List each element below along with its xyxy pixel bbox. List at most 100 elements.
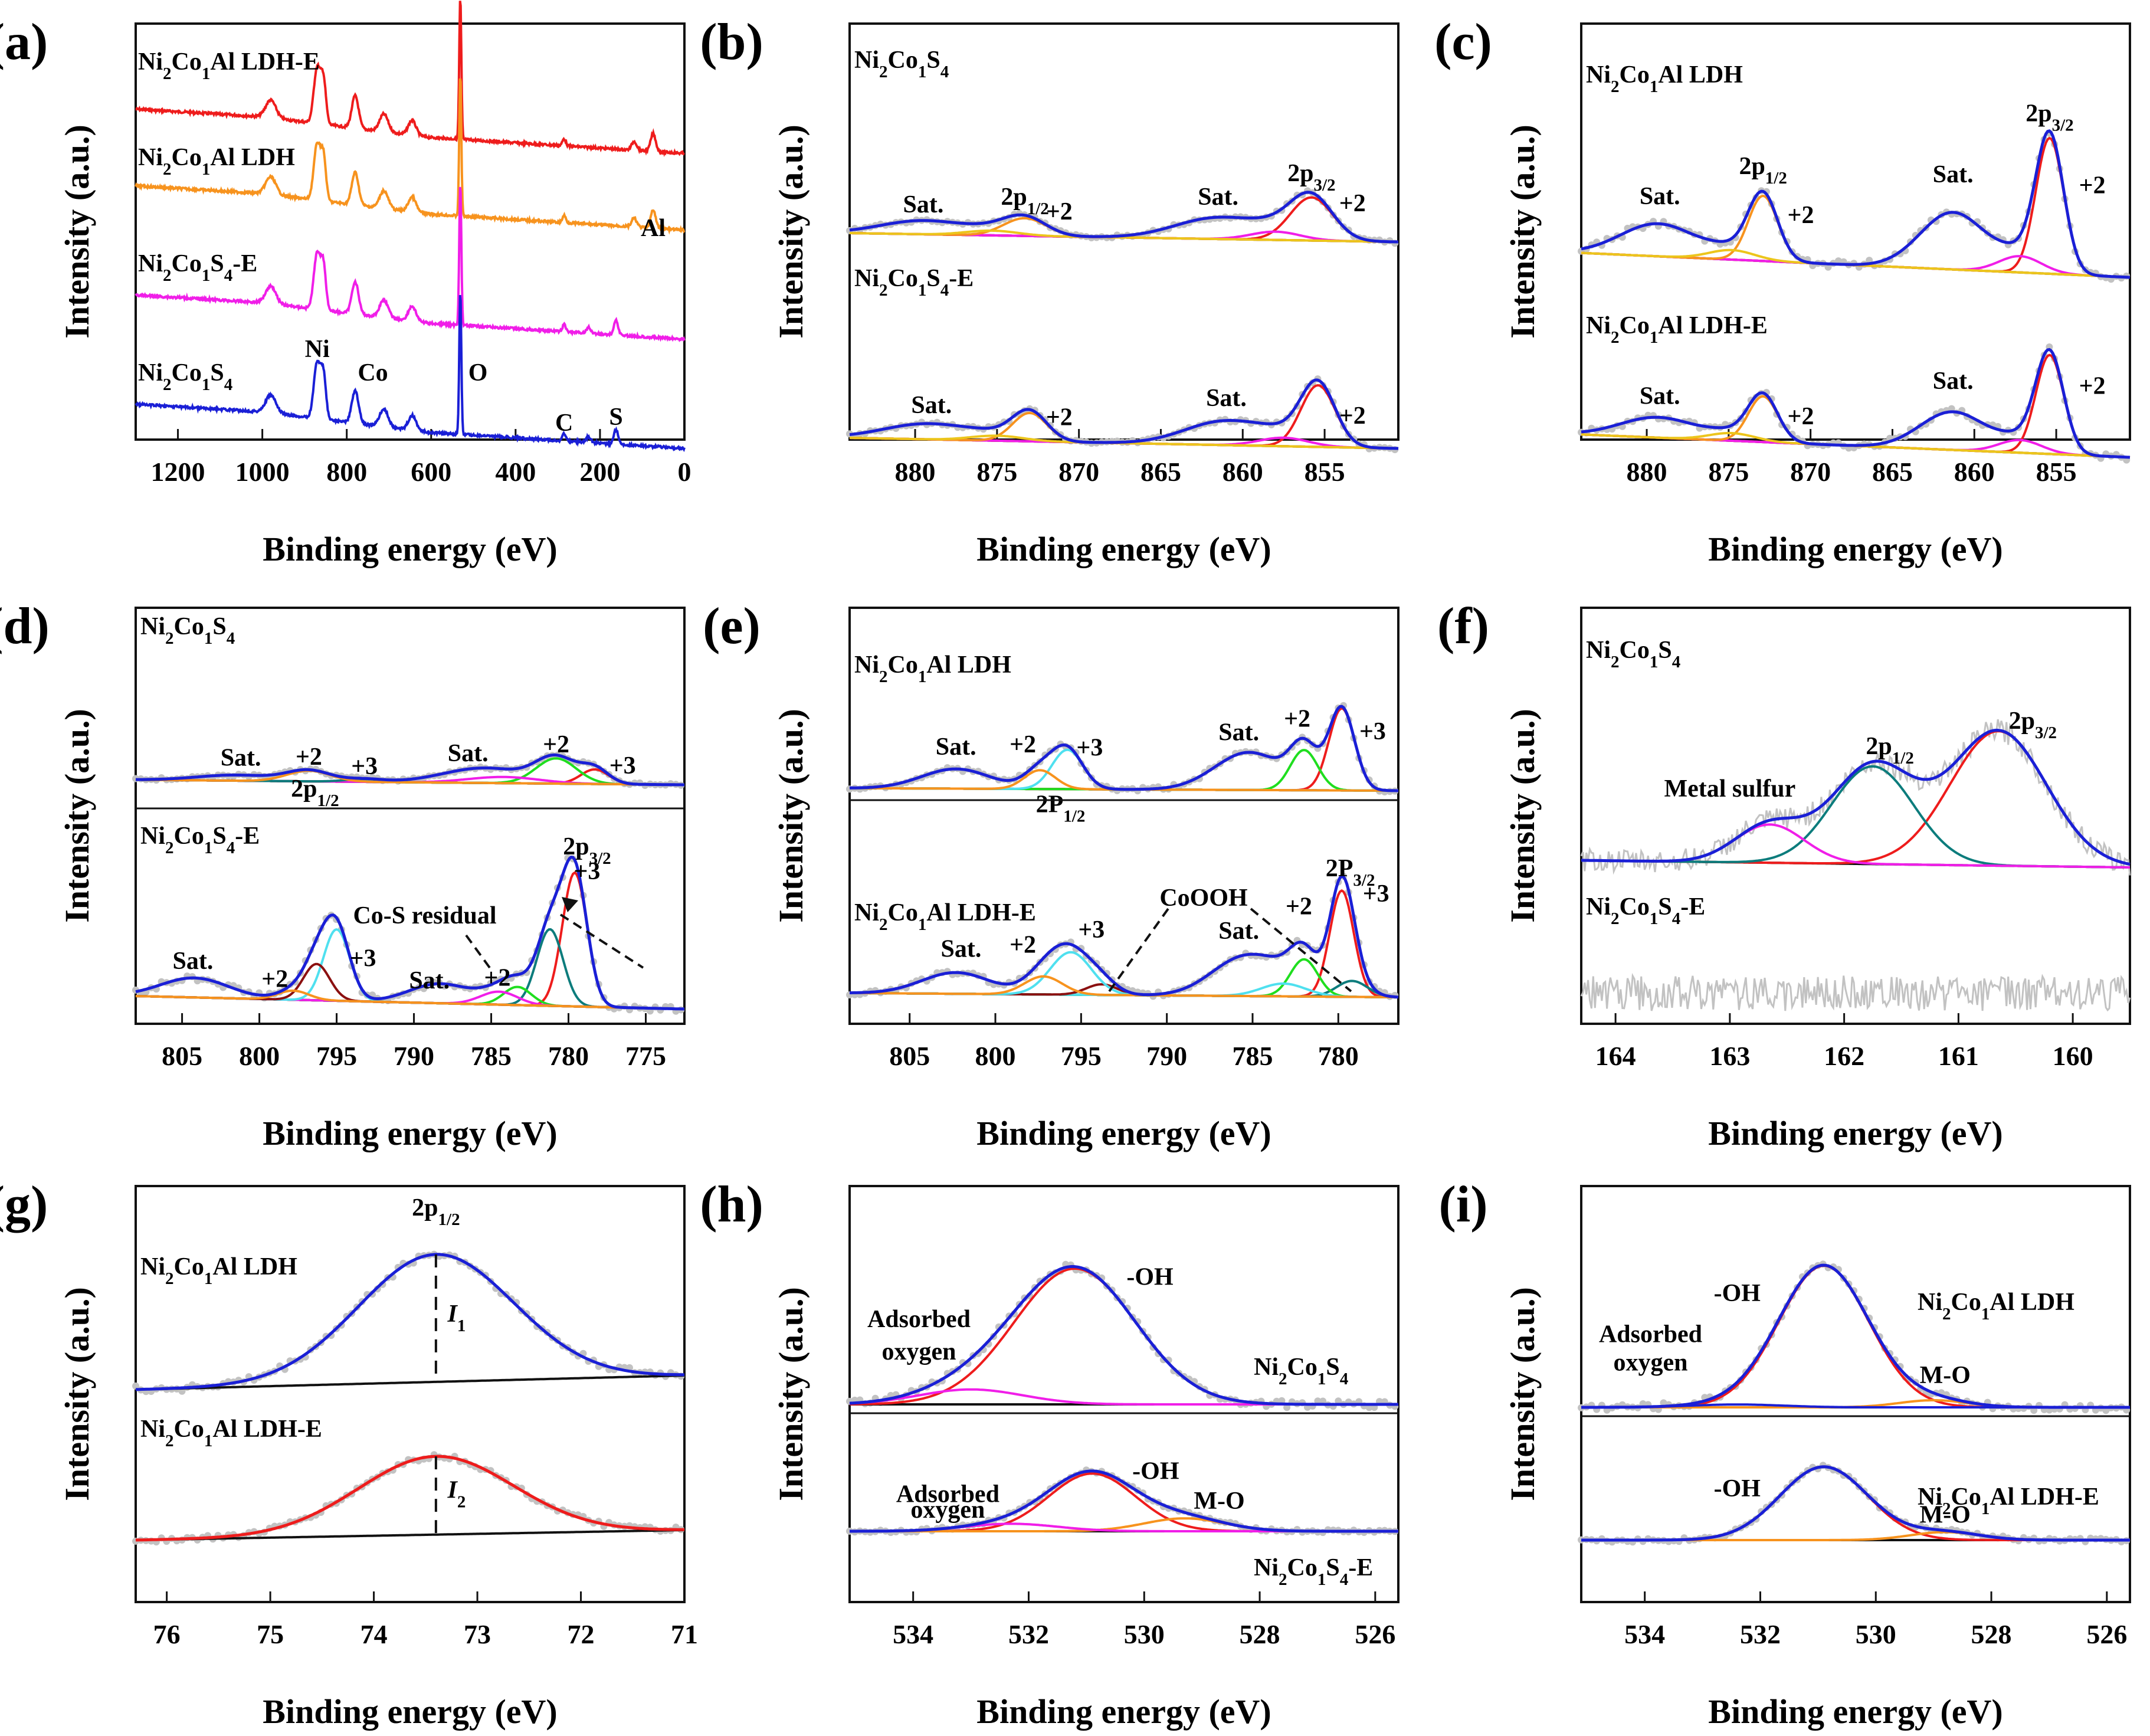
fit-envelope-line bbox=[850, 1469, 1398, 1533]
x-axis-title: Binding energy (eV) bbox=[1708, 1114, 2002, 1152]
peak-label: +3 bbox=[1078, 916, 1105, 944]
x-tick-label: 530 bbox=[1124, 1619, 1165, 1649]
x-tick-label: 0 bbox=[678, 457, 691, 487]
peak-label: Sat. bbox=[409, 967, 450, 994]
peak-label: M-O bbox=[1194, 1488, 1244, 1515]
x-tick-label: 800 bbox=[239, 1041, 280, 1071]
series-label: Ni2Co1Al LDH bbox=[854, 651, 1011, 686]
x-tick-label: 163 bbox=[1709, 1041, 1750, 1071]
x-tick-label: 805 bbox=[162, 1041, 202, 1071]
panel-label: (i) bbox=[1438, 1176, 1487, 1233]
peak-label: oxygen bbox=[1613, 1350, 1687, 1377]
peak-label: +2 bbox=[261, 966, 288, 993]
x-tick-label: 532 bbox=[1740, 1619, 1781, 1649]
peak-label: +2 bbox=[543, 731, 569, 758]
x-tick-label: 880 bbox=[1627, 457, 1667, 487]
x-tick-label: 534 bbox=[1624, 1619, 1665, 1649]
fit-component-green bbox=[850, 749, 1398, 792]
peak-label: Sat. bbox=[1933, 368, 1974, 395]
peak-label: +3 bbox=[609, 752, 636, 779]
peak-label: oxygen bbox=[910, 1496, 985, 1524]
peak-label: Sat. bbox=[1218, 918, 1259, 945]
peak-label: Sat. bbox=[172, 948, 213, 975]
x-tick-label: 775 bbox=[625, 1041, 666, 1071]
fit-envelope-line bbox=[850, 874, 1399, 999]
fit-envelope-line bbox=[135, 855, 685, 1011]
peak-label: 2p3/2 bbox=[2009, 707, 2057, 742]
x-tick-label: 162 bbox=[1824, 1041, 1864, 1071]
peak-label: -OH bbox=[1714, 1475, 1761, 1502]
data-point bbox=[1314, 1397, 1322, 1405]
panel-f: (f) Binding energy (eV) Intensity (a.u.) 16… bbox=[1437, 598, 2131, 1152]
series-label: Ni2Co1S4-E bbox=[854, 265, 974, 300]
peak-label: 2p3/2 bbox=[2026, 100, 2073, 135]
fit-envelope-line bbox=[1581, 348, 2131, 459]
x-tick-label: 164 bbox=[1595, 1041, 1636, 1071]
fit-envelope-line bbox=[135, 1253, 684, 1391]
peak-label: +2 bbox=[1284, 705, 1310, 732]
peak-label: Adsorbed bbox=[867, 1306, 971, 1333]
series-label: Ni2Co1Al LDH-E bbox=[140, 1416, 322, 1450]
plot-frame bbox=[1580, 1185, 2131, 1603]
x-tick-label: 785 bbox=[1232, 1041, 1273, 1071]
panel-h: (h) Binding energy (eV) Intensity (a.u.) 53… bbox=[700, 1176, 1400, 1731]
fit-component-yellow bbox=[850, 229, 1398, 243]
peak-label: +2 bbox=[1339, 402, 1366, 430]
x-tick-label: 800 bbox=[975, 1041, 1016, 1071]
peak-label: 2p3/2 bbox=[563, 833, 611, 868]
peak-label: Adsorbed bbox=[896, 1481, 999, 1508]
background-line bbox=[135, 1374, 685, 1391]
x-tick-label: 534 bbox=[893, 1619, 933, 1649]
x-tick-label: 72 bbox=[568, 1619, 595, 1649]
plot-frame bbox=[135, 607, 686, 1025]
x-axis-title: Binding energy (eV) bbox=[263, 1114, 557, 1152]
y-axis-title: Intensity (a.u.) bbox=[772, 709, 810, 923]
series-label: Ni2Co1S4 bbox=[1254, 1354, 1348, 1388]
annotation-arrow bbox=[559, 913, 644, 969]
series-label: Ni2Co1Al LDH-E bbox=[1918, 1483, 2099, 1518]
x-tick-label: 785 bbox=[471, 1041, 512, 1071]
x-tick-label: 790 bbox=[1146, 1041, 1187, 1071]
peak-label: Sat. bbox=[940, 936, 981, 963]
peak-label: I1 bbox=[447, 1301, 466, 1335]
panel-c: (c) Binding energy (eV) Intensity (a.u.) 88… bbox=[1434, 14, 2131, 568]
x-axis-title: Binding energy (eV) bbox=[1708, 530, 2002, 568]
peak-label: I2 bbox=[447, 1477, 466, 1512]
x-tick-label: 860 bbox=[1954, 457, 1995, 487]
y-axis-title: Intensity (a.u.) bbox=[1503, 709, 1542, 923]
panel-d: (d) Binding energy (eV) Intensity (a.u.) 80… bbox=[0, 598, 686, 1152]
element-label: S bbox=[609, 404, 622, 431]
peak-label: +2 bbox=[2079, 373, 2106, 400]
panel-label: (a) bbox=[0, 14, 48, 71]
panel-label: (c) bbox=[1434, 14, 1492, 71]
annotation-arrow bbox=[465, 934, 491, 969]
peak-label: oxygen bbox=[881, 1338, 956, 1365]
peak-label: Sat. bbox=[1198, 184, 1238, 211]
x-axis-title: Binding energy (eV) bbox=[976, 1692, 1271, 1731]
series-label: Ni2Co1Al LDH-E bbox=[854, 899, 1036, 934]
raw-data-line bbox=[1580, 972, 2131, 1012]
x-tick-label: 526 bbox=[2086, 1619, 2127, 1649]
peak-label: -OH bbox=[1714, 1280, 1761, 1307]
peak-label: 2p1/2 bbox=[412, 1194, 460, 1229]
x-tick-label: 1000 bbox=[235, 457, 290, 487]
fit-envelope-line bbox=[849, 378, 1399, 450]
series-label: Ni2Co1Al LDH bbox=[1586, 61, 1743, 96]
peak-label: +2 bbox=[1046, 198, 1073, 225]
plot-frame bbox=[848, 1185, 1400, 1603]
fit-envelope-line bbox=[1581, 729, 2131, 866]
series-label: Ni2Co1S4-E bbox=[138, 250, 257, 285]
panel-g: (g) Binding energy (eV) Intensity (a.u.) 76… bbox=[0, 1176, 698, 1731]
annotation-label: Co-S residual bbox=[353, 902, 496, 929]
series-label: Ni2Co1Al LDH-E bbox=[1586, 312, 1768, 347]
series-label: Ni2Co1S4 bbox=[140, 613, 235, 648]
peak-label: Sat. bbox=[903, 191, 943, 218]
fit-component-orange bbox=[850, 975, 1398, 998]
x-tick-label: 880 bbox=[895, 457, 936, 487]
peak-label: M-O bbox=[1920, 1501, 1971, 1528]
y-axis-title: Intensity (a.u.) bbox=[772, 125, 810, 339]
x-tick-label: 73 bbox=[464, 1619, 491, 1649]
fit-component-orange bbox=[135, 989, 685, 1010]
series-label: Ni2Co1Al LDH bbox=[138, 144, 295, 179]
x-axis-title: Binding energy (eV) bbox=[976, 1114, 1271, 1152]
